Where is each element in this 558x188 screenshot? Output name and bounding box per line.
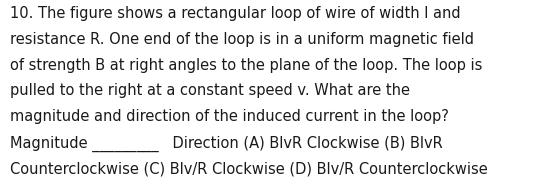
- Text: resistance R. One end of the loop is in a uniform magnetic field: resistance R. One end of the loop is in …: [10, 32, 474, 47]
- Text: magnitude and direction of the induced current in the loop?: magnitude and direction of the induced c…: [10, 109, 449, 124]
- Text: 10. The figure shows a rectangular loop of wire of width l and: 10. The figure shows a rectangular loop …: [10, 6, 461, 21]
- Text: Counterclockwise (C) Blv/R Clockwise (D) Blv/R Counterclockwise: Counterclockwise (C) Blv/R Clockwise (D)…: [10, 161, 488, 176]
- Text: Magnitude _________   Direction (A) BlvR Clockwise (B) BlvR: Magnitude _________ Direction (A) BlvR C…: [10, 135, 443, 152]
- Text: pulled to the right at a constant speed v. What are the: pulled to the right at a constant speed …: [10, 83, 410, 99]
- Text: of strength B at right angles to the plane of the loop. The loop is: of strength B at right angles to the pla…: [10, 58, 483, 73]
